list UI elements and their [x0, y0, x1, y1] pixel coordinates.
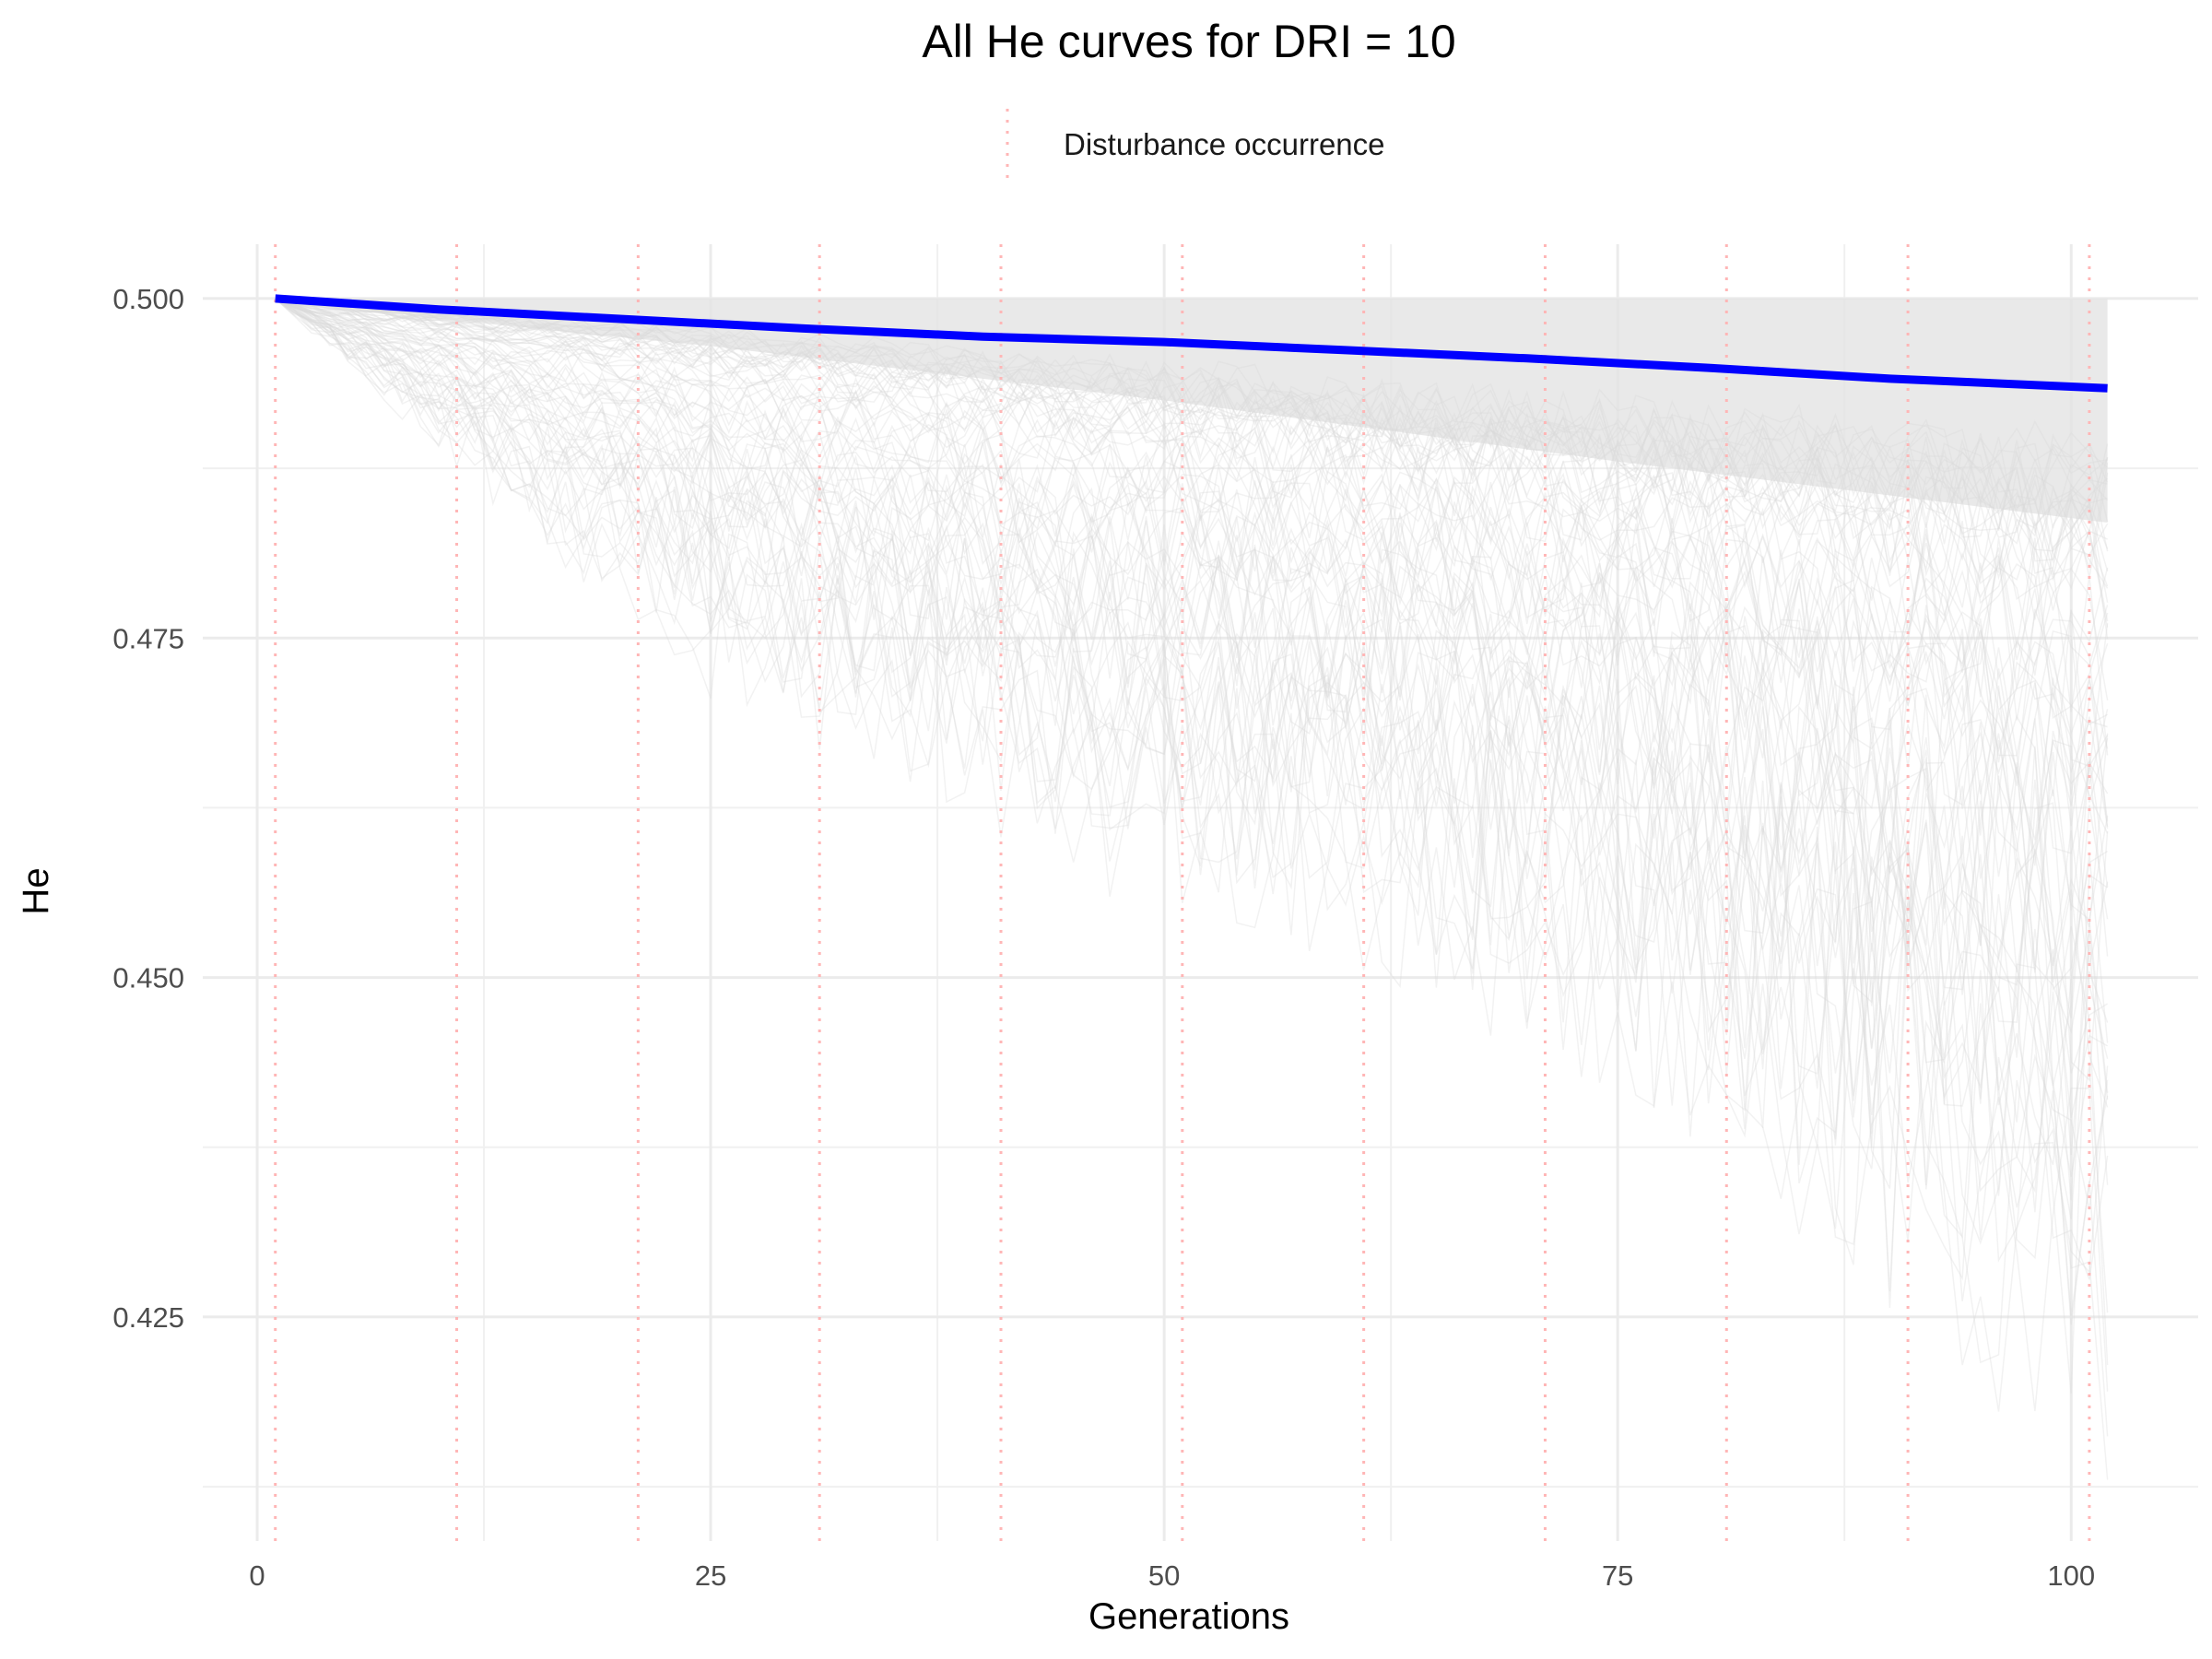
- replicate-curve: [275, 298, 2109, 966]
- replicate-curve: [275, 298, 2109, 582]
- replicate-curve: [275, 298, 2109, 1394]
- x-tick-label: 50: [1148, 1559, 1180, 1592]
- replicate-curve: [275, 298, 2109, 574]
- replicate-curve: [275, 298, 2109, 1240]
- y-tick-label: 0.425: [112, 1301, 184, 1334]
- replicate-curve: [275, 298, 2108, 774]
- replicate-curve: [275, 298, 2109, 1316]
- replicate-curve: [275, 298, 2109, 756]
- replicate-curve: [275, 298, 2109, 1087]
- x-tick-label: 25: [695, 1559, 726, 1592]
- replicate-curve: [275, 298, 2109, 1313]
- replicate-curve: [275, 298, 2109, 676]
- replicate-curve: [275, 298, 2109, 1018]
- replicate-curve: [275, 298, 2108, 584]
- x-axis-title: Generations: [1088, 1596, 1289, 1637]
- replicate-curve: [275, 298, 2109, 552]
- replicate-curve: [275, 298, 2109, 622]
- replicate-curve: [275, 298, 2109, 620]
- replicate-curve: [275, 298, 2109, 524]
- replicate-curve: [275, 298, 2109, 571]
- replicate-curve: [275, 298, 2109, 549]
- replicate-curve: [275, 298, 2109, 1100]
- replicate-curve: [275, 298, 2109, 866]
- replicate-curve: [275, 298, 2109, 832]
- replicate-curve: [275, 298, 2108, 1213]
- replicate-curve: [275, 298, 2109, 572]
- replicate-curve: [275, 298, 2109, 699]
- y-axis-title: He: [16, 867, 56, 914]
- x-tick-labels: 0 25 50 75 100: [249, 1559, 2095, 1592]
- replicate-curve: [275, 298, 2109, 957]
- y-tick-labels: 0.425 0.450 0.475 0.500: [112, 283, 184, 1334]
- replicate-curve: [275, 298, 2109, 768]
- mean-series-line: [275, 294, 2108, 393]
- replicate-curve: [275, 298, 2109, 879]
- replicate-curve: [275, 298, 2109, 986]
- replicate-curve: [275, 298, 2109, 797]
- replicate-curve: [275, 298, 2109, 603]
- replicate-curve: [275, 298, 2109, 1219]
- replicate-curves: [275, 298, 2109, 1480]
- replicate-curve: [275, 298, 2109, 1166]
- replicate-curve: [275, 298, 2109, 1108]
- replicate-curve: [275, 298, 2109, 565]
- replicate-curve: [275, 298, 2109, 1100]
- replicate-curve: [275, 298, 2108, 537]
- replicate-curve: [275, 298, 2109, 830]
- replicate-curve: [275, 298, 2109, 640]
- replicate-curve: [275, 298, 2109, 1366]
- replicate-curve: [275, 298, 2109, 841]
- replicate-envelope: [275, 298, 2108, 524]
- legend: Disturbance occurrence: [1006, 109, 1385, 181]
- replicate-curve: [275, 298, 2109, 512]
- replicate-curve: [275, 298, 2109, 1280]
- replicate-curve: [275, 298, 2109, 719]
- x-tick-label: 0: [249, 1559, 265, 1592]
- y-tick-label: 0.475: [112, 622, 184, 654]
- replicate-curve: [275, 298, 2109, 1412]
- replicate-curve: [275, 298, 2109, 545]
- replicate-curve: [275, 298, 2109, 1185]
- replicate-curve: [275, 298, 2109, 973]
- replicate-curve: [275, 298, 2109, 628]
- replicate-curve: [275, 298, 2109, 946]
- replicate-curve: [275, 298, 2108, 1412]
- replicate-curve: [275, 298, 2109, 1302]
- replicate-curve: [275, 298, 2109, 578]
- replicate-curve: [275, 298, 2109, 854]
- replicate-curve: [275, 298, 2109, 1480]
- replicate-curve: [275, 298, 2109, 1437]
- replicate-curve: [275, 298, 2109, 992]
- replicate-curve: [275, 298, 2108, 532]
- x-tick-label: 75: [1602, 1559, 1633, 1592]
- y-tick-label: 0.450: [112, 962, 184, 994]
- replicate-curve: [275, 298, 2109, 774]
- y-tick-label: 0.500: [112, 283, 184, 315]
- replicate-curve: [275, 298, 2108, 540]
- series-group: [275, 294, 2108, 393]
- replicate-curve: [275, 298, 2109, 700]
- replicate-curve: [275, 298, 2109, 509]
- replicate-curve: [275, 298, 2109, 971]
- x-tick-label: 100: [2047, 1559, 2095, 1592]
- legend-label-disturbance: Disturbance occurrence: [1064, 127, 1385, 161]
- replicate-curve: [275, 298, 2109, 588]
- replicate-curve: [275, 298, 2109, 701]
- replicate-curve: [275, 298, 2109, 535]
- replicate-curve: [275, 298, 2109, 1210]
- replicate-curve: [275, 298, 2109, 1059]
- replicate-curve: [275, 298, 2108, 725]
- chart-title: All He curves for DRI = 10: [922, 16, 1455, 67]
